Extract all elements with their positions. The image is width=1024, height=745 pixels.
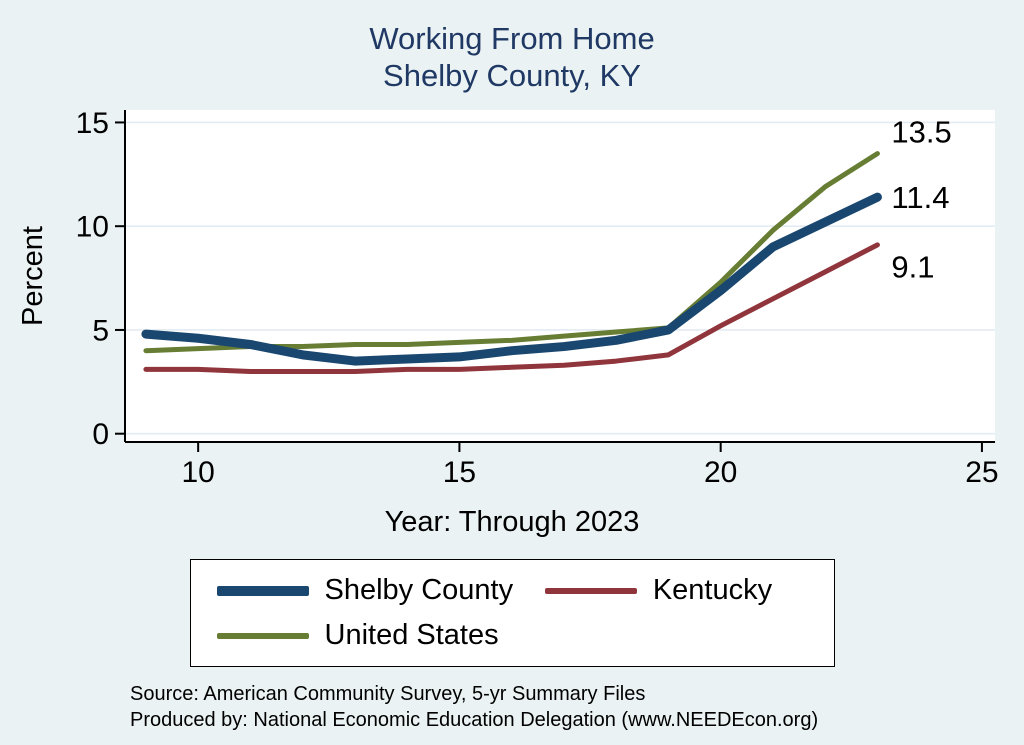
legend-swatch-shelby-county bbox=[216, 585, 309, 596]
series-line-shelby-county bbox=[141, 193, 882, 366]
end-label-shelby-county: 11.4 bbox=[891, 180, 949, 215]
footer: Source: American Community Survey, 5-yr … bbox=[0, 681, 1024, 733]
y-tick-label: 10 bbox=[76, 211, 109, 244]
chart-title-line2: Shelby County, KY bbox=[383, 58, 641, 94]
produced-by-note: Produced by: National Economic Education… bbox=[130, 709, 819, 732]
y-tick-label: 5 bbox=[92, 315, 109, 348]
legend-item-united-states: United States bbox=[216, 619, 545, 652]
chart-title: Working From Home Shelby County, KY bbox=[0, 0, 1024, 94]
end-label-kentucky: 9.1 bbox=[891, 250, 934, 285]
legend-item-shelby-county: Shelby County bbox=[216, 574, 545, 607]
line-chart: 0 5 10 15 10 15 20 25 Percent 11.4 9.1 13.5 bbox=[17, 107, 999, 489]
x-tick-label: 25 bbox=[965, 456, 998, 489]
x-tick-label: 20 bbox=[704, 456, 737, 489]
legend-label-united-states: United States bbox=[324, 619, 499, 652]
legend-label-kentucky: Kentucky bbox=[652, 574, 773, 607]
plot-area bbox=[125, 110, 995, 443]
x-tick-label: 10 bbox=[181, 456, 214, 489]
legend-item-kentucky: Kentucky bbox=[544, 574, 808, 607]
y-tick-label: 0 bbox=[92, 419, 109, 452]
series-line-kentucky bbox=[143, 242, 880, 375]
legend-swatch-kentucky bbox=[544, 587, 637, 594]
chart-title-line1: Working From Home bbox=[369, 21, 655, 56]
end-label-united-states: 13.5 bbox=[891, 115, 951, 150]
source-note: Source: American Community Survey, 5-yr … bbox=[130, 683, 646, 706]
y-axis-title: Percent bbox=[17, 226, 49, 326]
legend-label-shelby-county: Shelby County bbox=[324, 574, 514, 607]
x-axis-title: Year: Through 2023 bbox=[384, 506, 640, 539]
legend-swatch-united-states bbox=[216, 632, 309, 639]
x-tick-label: 15 bbox=[443, 456, 476, 489]
legend: Shelby County Kentucky United States bbox=[189, 559, 835, 668]
y-tick-label: 15 bbox=[76, 107, 109, 140]
